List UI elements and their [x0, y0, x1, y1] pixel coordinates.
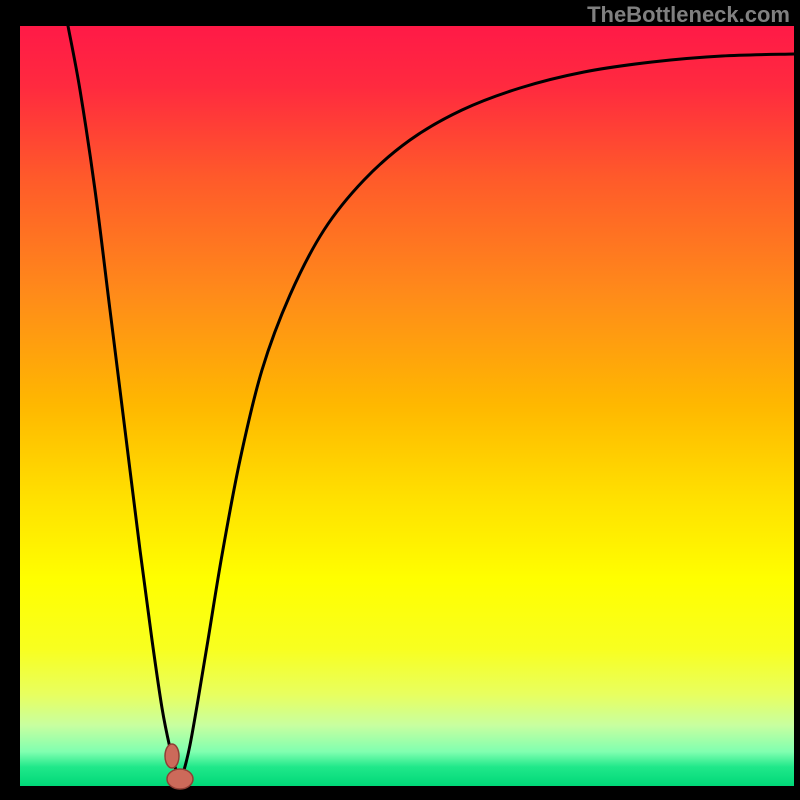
marker-blob-0 — [165, 744, 179, 768]
watermark-text: TheBottleneck.com — [587, 2, 790, 28]
gradient-background — [20, 26, 794, 786]
chart-svg — [0, 0, 800, 800]
chart-container: TheBottleneck.com — [0, 0, 800, 800]
marker-blob-1 — [167, 769, 193, 789]
